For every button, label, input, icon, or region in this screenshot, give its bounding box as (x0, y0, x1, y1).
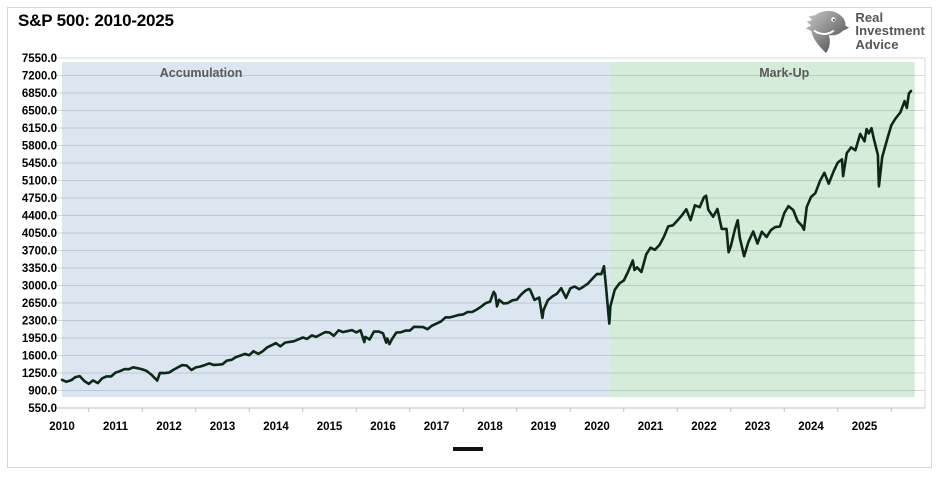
region-label-accumulation: Accumulation (160, 66, 243, 80)
y-tick-label: 3000.0 (22, 281, 57, 293)
region-accumulation (62, 62, 610, 397)
x-tick-label: 2025 (852, 421, 878, 433)
y-tick-label: 900.0 (28, 386, 57, 398)
x-tick-label: 2019 (531, 421, 557, 433)
brand-logo: Real Investment Advice (803, 8, 925, 54)
x-tick-label: 2013 (210, 421, 236, 433)
y-tick-label: 4750.0 (22, 193, 57, 205)
brand-line-3: Advice (855, 36, 899, 52)
y-tick-label: 7550.0 (22, 53, 57, 65)
legend (453, 447, 483, 451)
x-tick-label: 2011 (103, 421, 129, 433)
x-tick-label: 2017 (424, 421, 450, 433)
x-tick-label: 2023 (745, 421, 771, 433)
y-tick-label: 6850.0 (22, 88, 57, 100)
y-tick-label: 5100.0 (22, 176, 57, 188)
y-tick-label: 3700.0 (22, 246, 57, 258)
x-tick-label: 2015 (317, 421, 343, 433)
x-tick-label: 2024 (798, 421, 824, 433)
y-tick-label: 550.0 (28, 403, 57, 415)
region-label-mark-up: Mark-Up (759, 66, 809, 80)
x-tick-label: 2020 (584, 421, 610, 433)
y-tick-label: 6500.0 (22, 106, 57, 118)
x-tick-label: 2016 (370, 421, 396, 433)
y-tick-label: 1250.0 (22, 368, 57, 380)
y-tick-label: 5450.0 (22, 158, 57, 170)
y-tick-label: 7200.0 (22, 71, 57, 83)
region-mark-up (609, 62, 915, 397)
x-tick-label: 2010 (49, 421, 75, 433)
brand-line-2: Investment (855, 23, 925, 39)
x-tick-label: 2018 (477, 421, 503, 433)
x-tick-label: 2012 (156, 421, 182, 433)
chart-title: S&P 500: 2010-2025 (18, 11, 174, 30)
y-tick-label: 2300.0 (22, 316, 57, 328)
y-tick-label: 4400.0 (22, 211, 57, 223)
y-tick-label: 5800.0 (22, 141, 57, 153)
price-line (60, 89, 913, 386)
brand-name: Real Investment Advice (855, 11, 925, 52)
x-tick-label: 2021 (638, 421, 664, 433)
y-tick-label: 1600.0 (22, 351, 57, 363)
y-tick-label: 6150.0 (22, 123, 57, 135)
eagle-icon (806, 10, 850, 54)
y-tick-label: 1950.0 (22, 333, 57, 345)
legend-line-marker (453, 447, 483, 451)
x-tick-label: 2022 (691, 421, 717, 433)
x-tick-label: 2014 (263, 421, 289, 433)
brand-line-1: Real (855, 9, 884, 25)
y-tick-label: 2650.0 (22, 298, 57, 310)
y-tick-label: 3350.0 (22, 263, 57, 275)
y-tick-label: 4050.0 (22, 228, 57, 240)
